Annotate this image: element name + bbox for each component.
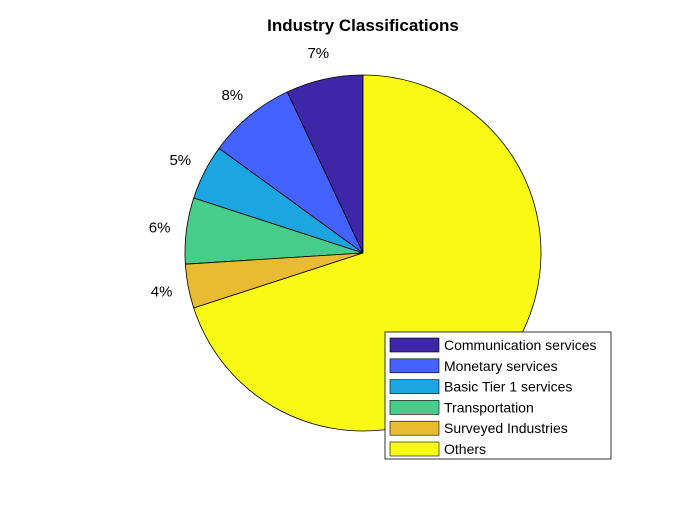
legend-swatch-monetary-services <box>389 358 440 374</box>
percent-label-monetary-services: 8% <box>221 87 243 104</box>
legend-swatch-communication-services <box>389 337 440 353</box>
legend-swatch-basic-tier-1-services <box>389 379 440 394</box>
legend-swatch-others <box>389 441 440 457</box>
pie-slice-monetary-services <box>218 91 364 254</box>
legend-label-others: Others <box>444 441 486 457</box>
legend-swatch-transportation <box>389 400 440 415</box>
legend-box <box>384 331 612 460</box>
percent-label-transportation: 6% <box>149 219 171 236</box>
legend-label-transportation: Transportation <box>444 399 534 415</box>
percent-label-communication-services: 7% <box>307 45 329 62</box>
legend-label-surveyed-industries: Surveyed Industries <box>444 420 568 436</box>
legend-label-basic-tier-1-services: Basic Tier 1 services <box>444 379 572 395</box>
legend-swatch-surveyed-industries <box>389 420 440 436</box>
pie-percent-labels: 7% 8% 5% 6% 4% <box>149 45 329 300</box>
legend-label-monetary-services: Monetary services <box>444 358 558 374</box>
legend: Communication services Monetary services B… <box>384 331 612 460</box>
legend-label-communication-services: Communication services <box>444 337 597 353</box>
percent-label-basic-tier-1-services: 5% <box>169 152 191 169</box>
percent-label-surveyed-industries: 4% <box>151 283 173 300</box>
chart-title: Industry Classifications <box>267 16 459 35</box>
